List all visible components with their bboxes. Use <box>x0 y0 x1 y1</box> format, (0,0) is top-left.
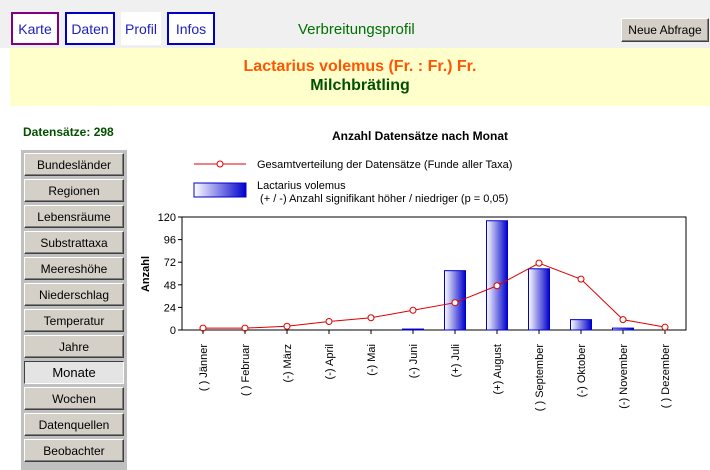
tab-infos[interactable]: Infos <box>167 12 215 45</box>
total-distribution-line <box>199 259 669 332</box>
x-tick-label: (-) April <box>324 344 336 379</box>
sidebar-item-meereshoehe[interactable]: Meereshöhe <box>24 257 124 280</box>
x-tick-label: ( ) Dezember <box>660 344 672 409</box>
common-name: Milchbrätling <box>310 77 410 94</box>
line-point <box>325 318 333 326</box>
y-tick-label: 96 <box>164 235 176 247</box>
monthly-chart: Gesamtverteilung der Datensätze (Funde a… <box>140 159 687 411</box>
x-tick-label: ( ) Februar <box>240 344 252 396</box>
top-bar: Karte Daten Profil Infos Verbreitungspro… <box>0 0 710 48</box>
chart-title: Anzahl Datensätze nach Monat <box>331 129 509 143</box>
legend-bar-label: Lactarius volemus <box>257 180 346 192</box>
series-line <box>203 262 666 329</box>
tab-profil[interactable]: Profil <box>121 12 161 45</box>
x-tick-label: (-) Mai <box>366 344 378 376</box>
new-query-button[interactable]: Neue Abfrage <box>621 18 709 42</box>
bar <box>570 319 592 331</box>
y-tick-label: 24 <box>164 302 176 314</box>
y-ticks: 0 24 48 72 96 120 <box>158 212 182 337</box>
y-tick-label: 72 <box>164 257 176 269</box>
bar <box>486 220 508 331</box>
sidebar-item-datenquellen[interactable]: Datenquellen <box>24 413 124 436</box>
sidebar-item-substrattaxa[interactable]: Substrattaxa <box>24 231 124 254</box>
x-tick-label: (+) August <box>492 344 504 394</box>
sidebar-item-monate[interactable]: Monate <box>24 361 124 384</box>
legend-line-marker <box>216 160 224 168</box>
sidebar-item-bundeslaender[interactable]: Bundesländer <box>24 153 124 176</box>
tab-daten[interactable]: Daten <box>65 12 115 45</box>
plot-frame <box>181 216 687 331</box>
sidebar-item-jahre[interactable]: Jahre <box>24 335 124 358</box>
x-tick-label: ( ) September <box>534 344 546 412</box>
line-point <box>367 314 375 322</box>
line-point <box>577 275 585 283</box>
record-count: Datensätze: 298 <box>23 125 114 139</box>
legend-bar-swatch <box>193 182 247 198</box>
line-point <box>451 299 459 307</box>
line-point <box>535 259 543 267</box>
sidebar-item-regionen[interactable]: Regionen <box>24 179 124 202</box>
tab-karte[interactable]: Karte <box>11 12 59 45</box>
y-tick-label: 0 <box>170 325 176 337</box>
legend-line-label: Gesamtverteilung der Datensätze (Funde a… <box>257 159 512 171</box>
x-tick-label: ( ) Jänner <box>198 344 210 391</box>
line-point <box>283 322 291 330</box>
bars <box>402 220 634 331</box>
bar <box>612 327 634 331</box>
y-axis-label: Anzahl <box>140 256 152 292</box>
sidebar-item-temperatur[interactable]: Temperatur <box>24 309 124 332</box>
sidebar-item-lebensraeume[interactable]: Lebensräume <box>24 205 124 228</box>
bar <box>528 268 550 331</box>
x-tick-label: (+) Juli <box>450 344 462 377</box>
y-tick-label: 120 <box>158 212 176 224</box>
x-tick-label: (-) Juni <box>408 344 420 378</box>
x-tick-label: (-) Oktober <box>576 344 588 398</box>
sidebar-item-beobachter[interactable]: Beobachter <box>24 439 124 462</box>
y-tick-label: 48 <box>164 280 176 292</box>
x-tick-label: (-) März <box>282 344 294 383</box>
sidebar: Bundesländer Regionen Lebensräume Substr… <box>21 150 127 470</box>
x-ticks: ( ) Jänner ( ) Februar (-) März (-) April (-… <box>198 330 672 411</box>
sidebar-item-wochen[interactable]: Wochen <box>24 387 124 410</box>
line-point <box>661 323 669 331</box>
line-point <box>409 306 417 314</box>
x-tick-label: (-) November <box>618 344 630 409</box>
line-point <box>619 316 627 324</box>
sidebar-item-niederschlag[interactable]: Niederschlag <box>24 283 124 306</box>
species-name: Lactarius volemus (Fr. : Fr.) Fr. <box>243 58 477 75</box>
line-point <box>493 282 501 290</box>
species-banner: Lactarius volemus (Fr. : Fr.) Fr. Milchb… <box>10 48 710 106</box>
page-title: Verbreitungsprofil <box>298 21 415 38</box>
bar <box>402 328 424 331</box>
legend-bar-note: (+ / -) Anzahl signifikant höher / niedr… <box>257 193 508 205</box>
